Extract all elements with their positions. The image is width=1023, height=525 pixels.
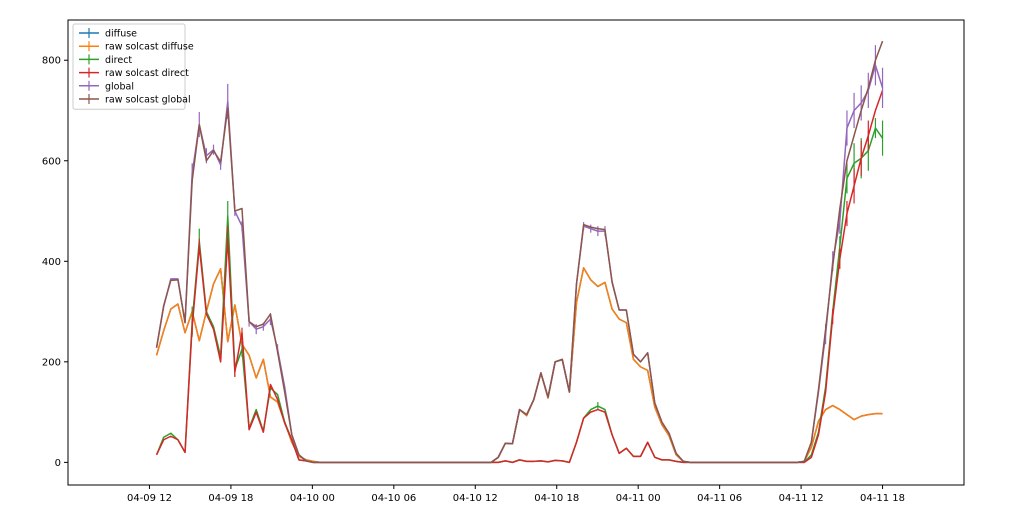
y-axis: 0 200 400 600 800 [42,56,68,469]
y-tick-label: 600 [42,156,61,167]
series-layer [155,40,884,464]
y-tick-label: 400 [42,257,61,268]
x-tick-label: 04-11 06 [697,493,742,504]
x-tick-label: 04-10 12 [453,493,498,504]
legend-label: raw solcast diffuse [105,42,194,53]
legend-label: raw solcast direct [105,68,189,79]
legend-label: diffuse [105,29,137,40]
x-tick-label: 04-11 12 [779,493,824,504]
legend-label: global [105,81,134,92]
legend-label: raw solcast global [105,95,191,106]
y-tick-label: 200 [42,357,61,368]
legend-label: direct [105,55,132,66]
legend: diffuse raw solcast diffuse direct raw solc… [72,23,194,110]
x-tick-label: 04-11 00 [616,493,661,504]
series-raw-solcast-global [155,40,884,464]
x-tick-label: 04-10 00 [290,493,335,504]
y-tick-label: 800 [42,56,61,67]
x-tick-label: 04-10 06 [371,493,416,504]
plot-frame [67,19,965,486]
x-tick-label: 04-09 12 [127,493,172,504]
x-tick-label: 04-11 18 [860,493,905,504]
y-tick-label: 0 [55,458,61,469]
series-line [155,40,884,464]
x-tick-label: 04-10 18 [534,493,579,504]
x-tick-label: 04-09 18 [208,493,253,504]
x-axis: 04-09 12 04-09 18 04-10 00 04-10 06 04-10 12… [127,485,905,504]
legend-box [72,23,186,110]
